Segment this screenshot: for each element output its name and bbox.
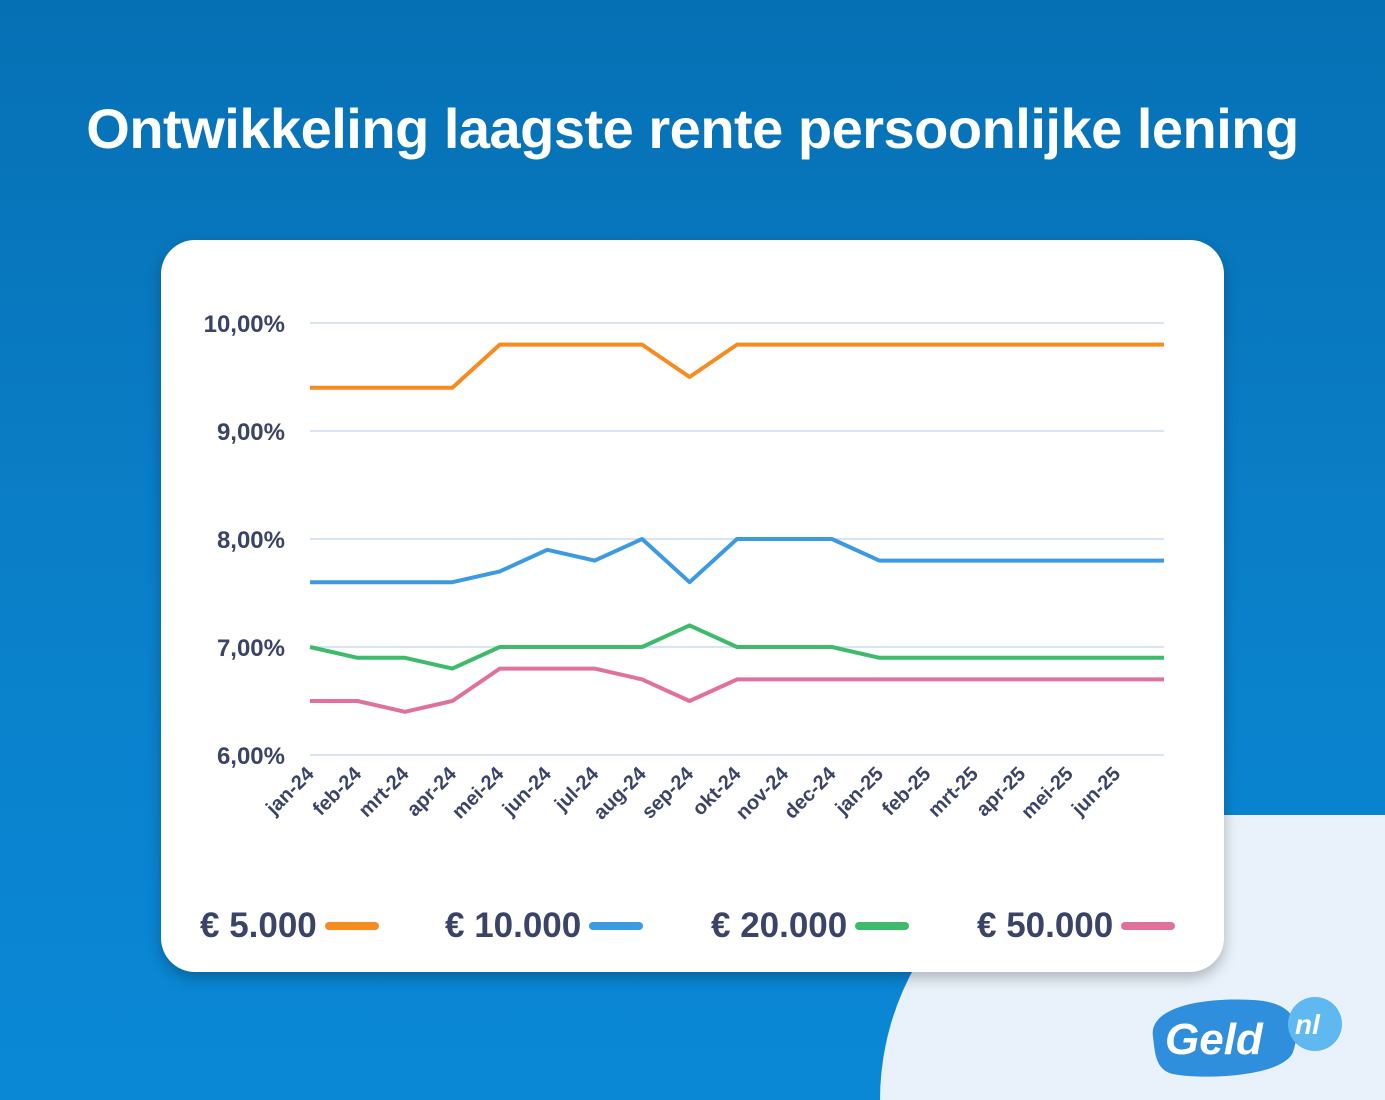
x-tick-label: jun-24 — [498, 762, 557, 821]
x-tick-label: dec-24 — [780, 762, 841, 823]
x-tick-label: mrt-25 — [924, 763, 983, 822]
x-tick-label: sep-24 — [638, 762, 699, 823]
legend-item-5000: € 5.000 — [200, 906, 379, 946]
legend-swatch — [855, 922, 910, 930]
legend-item-10000: € 10.000 — [445, 906, 644, 946]
x-tick-label: mei-25 — [1017, 763, 1077, 823]
y-tick-label: 8,00% — [217, 527, 285, 554]
x-tick-label: aug-24 — [590, 762, 652, 824]
x-tick-label: nov-24 — [732, 762, 794, 824]
legend-label: € 50.000 — [977, 906, 1114, 945]
x-tick-label: mrt-24 — [355, 762, 414, 821]
y-tick-label: 7,00% — [217, 635, 285, 662]
series-line — [310, 666, 1164, 714]
x-tick-label: jan-24 — [261, 762, 319, 820]
legend-swatch — [324, 922, 379, 930]
series-line — [310, 342, 1164, 390]
x-tick-label: mei-24 — [448, 762, 509, 823]
y-tick-label: 6,00% — [217, 743, 285, 770]
x-tick-label: feb-25 — [878, 763, 935, 820]
geld-nl-logo: Geld nl — [1152, 997, 1342, 1077]
legend-label: € 10.000 — [445, 906, 582, 945]
svg-text:Geld: Geld — [1165, 1015, 1264, 1064]
x-tick-label: jan-25 — [831, 763, 888, 820]
series-line — [310, 537, 1164, 585]
legend-swatch — [589, 922, 644, 930]
page-title: Ontwikkeling laagste rente persoonlijke … — [86, 97, 1299, 160]
svg-text:nl: nl — [1295, 1009, 1321, 1040]
series-line — [309, 623, 1164, 671]
legend-label: € 20.000 — [711, 906, 848, 945]
legend-label: € 5.000 — [200, 906, 317, 945]
y-tick-label: 9,00% — [217, 419, 285, 446]
chart-card — [161, 240, 1224, 972]
legend-swatch — [1121, 922, 1176, 930]
legend-item-20000: € 20.000 — [711, 906, 910, 946]
y-tick-label: 10,00% — [204, 311, 285, 338]
legend-item-50000: € 50.000 — [977, 906, 1176, 946]
x-tick-label: jun-25 — [1067, 763, 1125, 821]
x-tick-label: feb-24 — [309, 762, 367, 820]
